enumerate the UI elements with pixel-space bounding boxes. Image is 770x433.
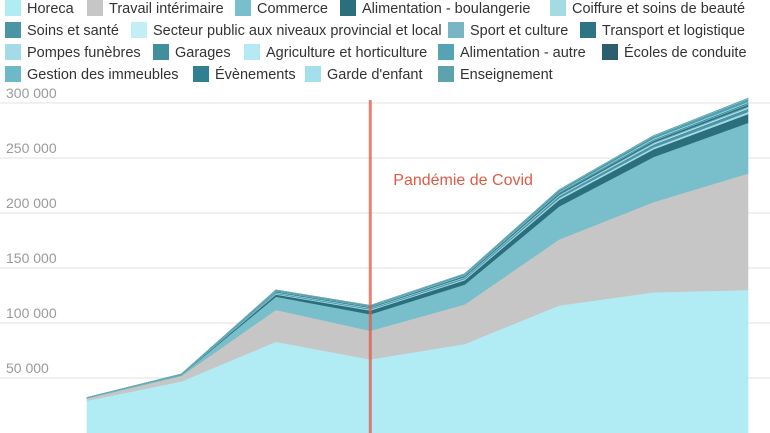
legend-item-travail-interimaire[interactable]: Travail intérimaire (87, 0, 224, 17)
legend-item-pompes-funebres[interactable]: Pompes funèbres (5, 44, 141, 61)
area-series-enseignement (86, 97, 749, 398)
legend-item-evenements[interactable]: Évènements (193, 66, 296, 83)
y-tick-label: 200 000 (6, 195, 57, 211)
legend-item-commerce[interactable]: Commerce (235, 0, 328, 17)
legend-label: Gestion des immeubles (27, 67, 179, 83)
covid-annotation-label: Pandémie de Covid (393, 172, 533, 189)
legend-label: Alimentation - autre (460, 45, 586, 61)
legend-swatch (438, 44, 454, 60)
legend-label: Soins et santé (27, 23, 119, 39)
legend-label: Garde d'enfant (327, 67, 422, 83)
legend-swatch (244, 44, 260, 60)
legend-swatch (602, 44, 618, 60)
legend-label: Garages (175, 45, 231, 61)
legend-item-secteur-public-aux-niveaux-provincial-et-local[interactable]: Secteur public aux niveaux provincial et… (131, 22, 442, 39)
legend-label: Écoles de conduite (624, 44, 747, 61)
legend-item-alimentation-boulangerie[interactable]: Alimentation - boulangerie (340, 0, 530, 17)
legend-item-alimentation-autre[interactable]: Alimentation - autre (438, 44, 586, 61)
legend-swatch (5, 0, 21, 16)
legend-item-soins-et-sante[interactable]: Soins et santé (5, 22, 119, 39)
legend-label: Évènements (215, 66, 296, 83)
legend-swatch (5, 66, 21, 82)
legend-label: Pompes funèbres (27, 45, 141, 61)
legend[interactable]: Horeca Travail intérimaire Commerce Aliment… (5, 0, 747, 83)
legend-label: Alimentation - boulangerie (362, 1, 530, 17)
legend-label: Travail intérimaire (109, 1, 224, 17)
legend-item-gestion-des-immeubles[interactable]: Gestion des immeubles (5, 66, 179, 83)
legend-label: Agriculture et horticulture (266, 45, 427, 61)
y-tick-label: 300 000 (6, 85, 57, 101)
legend-swatch (5, 22, 21, 38)
legend-item-agriculture-et-horticulture[interactable]: Agriculture et horticulture (244, 44, 427, 61)
y-axis-ticks: 50 000 100 000 150 000 200 000 250 000 300 00… (6, 85, 57, 376)
y-tick-label: 250 000 (6, 140, 57, 156)
legend-swatch (340, 0, 356, 16)
legend-swatch (448, 22, 464, 38)
legend-item-horeca[interactable]: Horeca (5, 0, 75, 17)
legend-item-transport-et-logistique[interactable]: Transport et logistique (580, 22, 745, 39)
y-tick-label: 150 000 (6, 250, 57, 266)
legend-swatch (5, 44, 21, 60)
legend-label: Transport et logistique (602, 23, 745, 39)
legend-item-sport-et-culture[interactable]: Sport et culture (448, 22, 568, 39)
legend-swatch (193, 66, 209, 82)
legend-item-garages[interactable]: Garages (153, 44, 231, 61)
area-series-group (86, 97, 749, 433)
legend-label: Commerce (257, 1, 328, 17)
legend-swatch (305, 66, 321, 82)
legend-label: Coiffure et soins de beauté (572, 1, 745, 17)
legend-swatch (131, 22, 147, 38)
legend-label: Sport et culture (470, 23, 568, 39)
legend-item-ecoles-de-conduite[interactable]: Écoles de conduite (602, 44, 747, 61)
legend-swatch (580, 22, 596, 38)
legend-swatch (153, 44, 169, 60)
legend-swatch (235, 0, 251, 16)
legend-swatch (438, 66, 454, 82)
y-tick-label: 100 000 (6, 305, 57, 321)
legend-swatch (550, 0, 566, 16)
annotation-group: Pandémie de Covid (368, 100, 533, 433)
y-tick-label: 50 000 (6, 360, 49, 376)
legend-item-coiffure-et-soins-de-beaute[interactable]: Coiffure et soins de beauté (550, 0, 745, 17)
legend-label: Secteur public aux niveaux provincial et… (153, 23, 442, 39)
legend-swatch (87, 0, 103, 16)
legend-item-garde-d-enfant[interactable]: Garde d'enfant (305, 66, 422, 83)
legend-item-enseignement[interactable]: Enseignement (438, 66, 553, 83)
legend-label: Horeca (27, 1, 75, 17)
legend-label: Enseignement (460, 67, 553, 83)
